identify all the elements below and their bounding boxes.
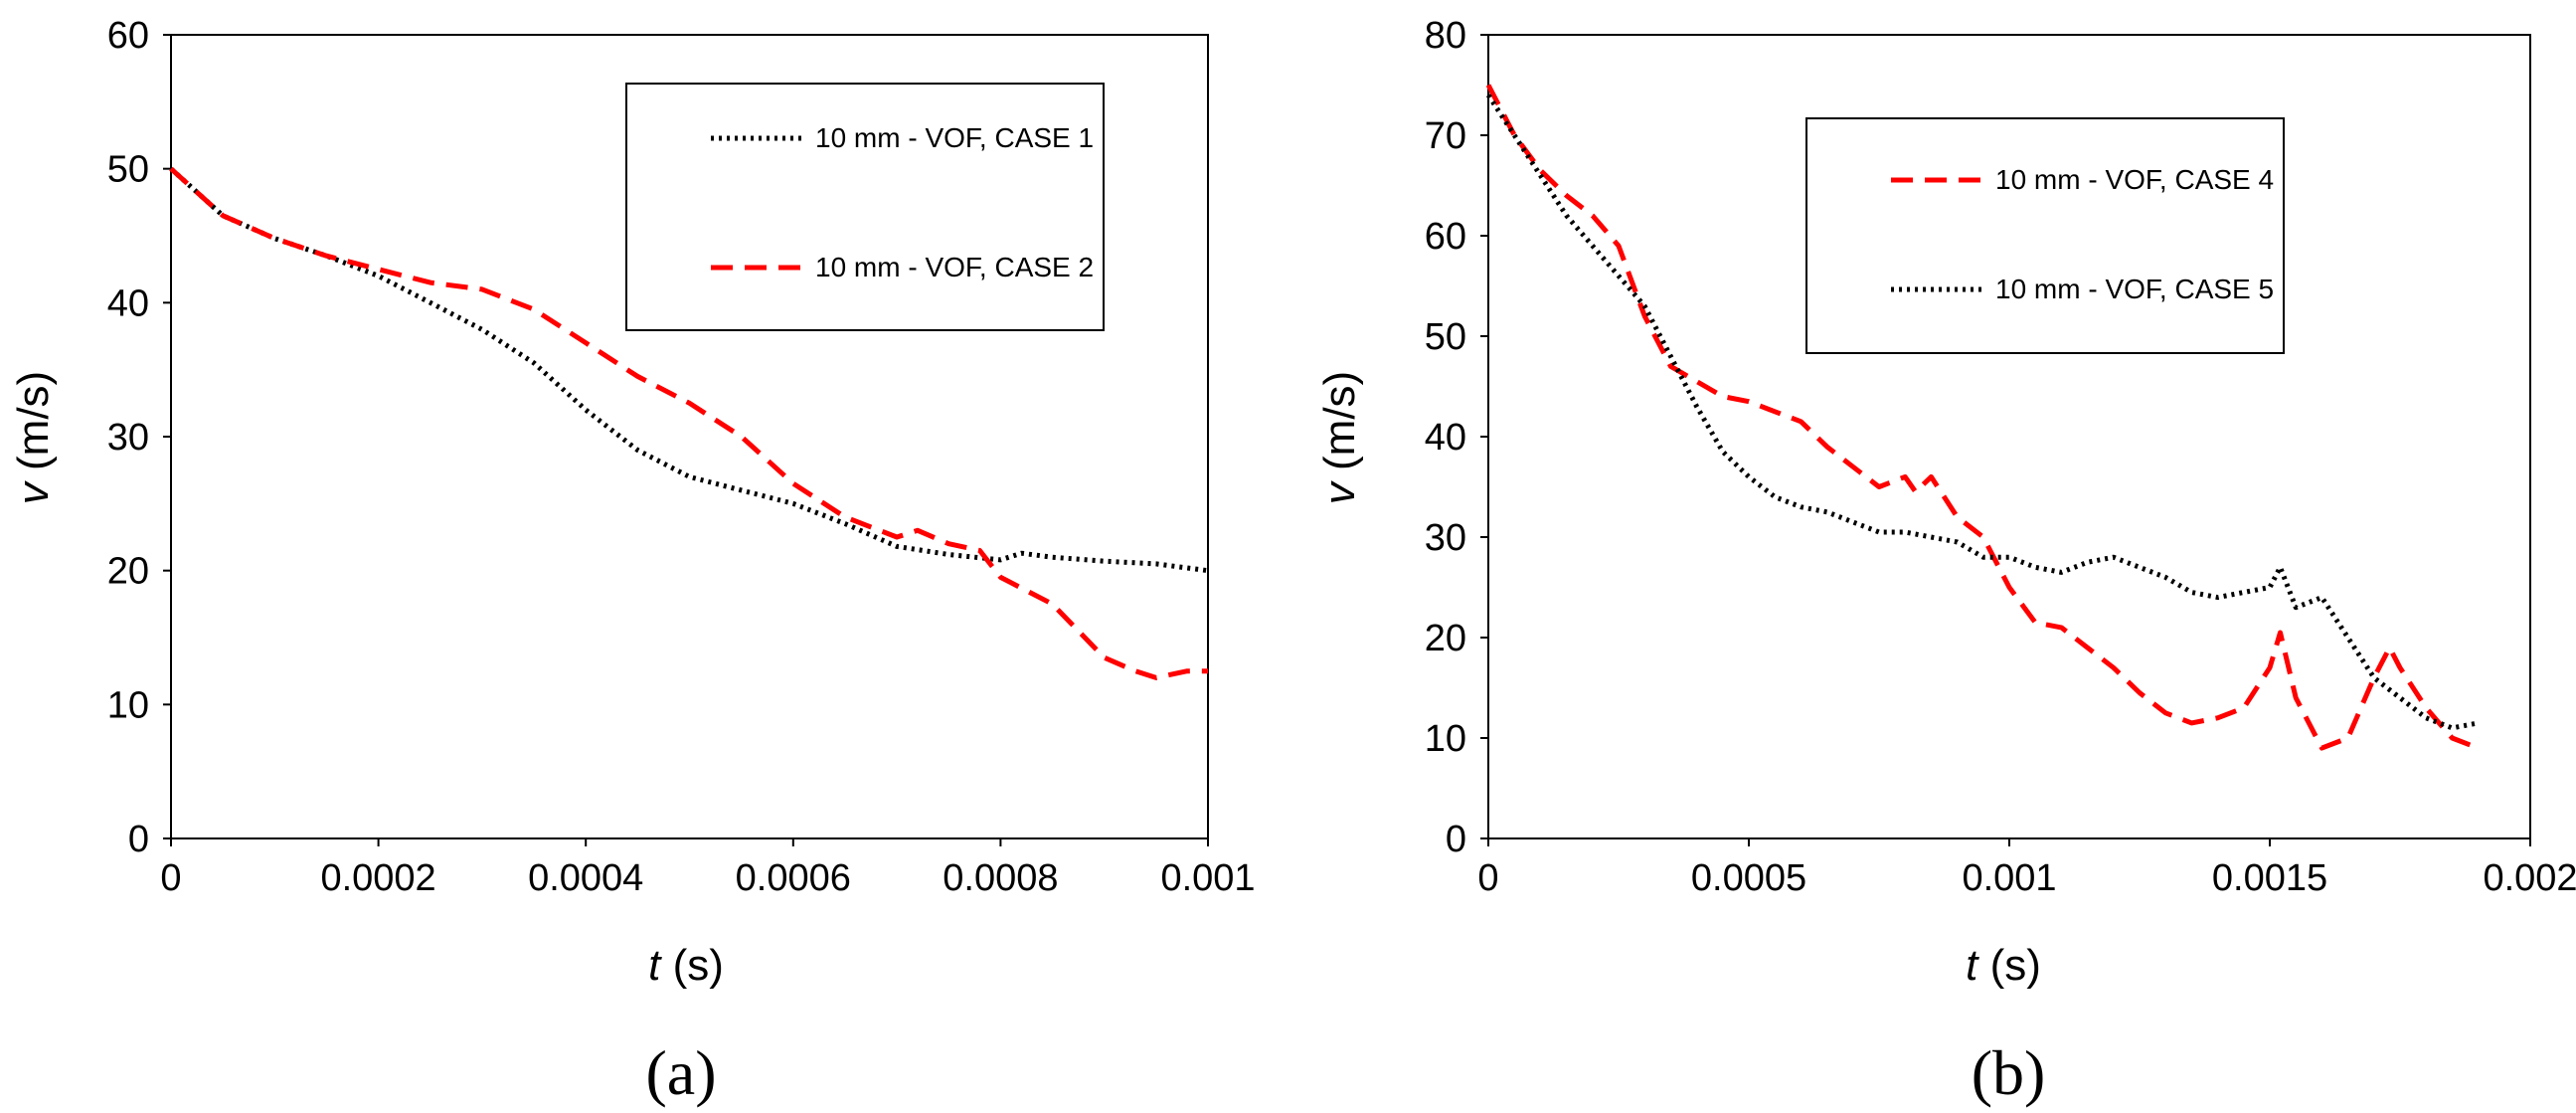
legend-label: 10 mm - VOF, CASE 4 — [1995, 164, 2274, 195]
x-tick-label: 0.0004 — [528, 857, 643, 899]
y-tick-label: 50 — [107, 149, 149, 191]
x-tick-label: 0.001 — [1160, 857, 1255, 899]
legend-label: 10 mm - VOF, CASE 5 — [1995, 274, 2274, 304]
y-axis-label: v (m/s) — [9, 371, 58, 504]
y-tick-label: 0 — [128, 819, 149, 860]
y-axis-label: v (m/s) — [1315, 371, 1364, 504]
x-tick-label: 0 — [160, 857, 181, 899]
legend-box — [1805, 117, 2285, 354]
legend-box — [625, 83, 1105, 331]
x-tick-label: 0 — [1477, 857, 1498, 899]
y-tick-label: 50 — [1425, 316, 1466, 358]
y-tick-label: 20 — [107, 551, 149, 593]
chart-b: 0 10 20 30 40 50 60 70 80 0 0.0005 0.001 0.0015 0.002… — [1315, 15, 2576, 1108]
y-tick-label: 40 — [1425, 417, 1466, 459]
x-tick-label: 0.002 — [2483, 857, 2576, 899]
x-tick-label: 0.0005 — [1691, 857, 1806, 899]
x-axis-label: t (s) — [648, 941, 724, 990]
y-tick-label: 30 — [107, 417, 149, 459]
y-tick-label: 0 — [1446, 819, 1466, 860]
panel-caption: (b) — [1972, 1037, 2046, 1108]
y-tick-label: 40 — [107, 282, 149, 324]
x-tick-label: 0.0002 — [320, 857, 435, 899]
x-tick-label: 0.001 — [1962, 857, 2056, 899]
y-tick-label: 60 — [1425, 216, 1466, 258]
legend-label: 10 mm - VOF, CASE 2 — [815, 252, 1094, 282]
y-tick-label: 10 — [107, 684, 149, 726]
legend-label: 10 mm - VOF, CASE 1 — [815, 122, 1094, 153]
series-line — [1485, 84, 2480, 751]
x-tick-label: 0.0008 — [943, 857, 1058, 899]
y-tick-label: 60 — [107, 15, 149, 57]
y-tick-label: 70 — [1425, 115, 1466, 157]
y-tick-label: 20 — [1425, 618, 1466, 659]
x-tick-label: 0.0015 — [2212, 857, 2327, 899]
x-tick-label: 0.0006 — [736, 857, 851, 899]
x-axis-label: t (s) — [1966, 941, 2041, 990]
chart-a: 0 10 20 30 40 50 60 0 0.0002 0.0004 0.0006 0.0008 0.… — [9, 15, 1256, 1108]
y-tick-label: 30 — [1425, 517, 1466, 559]
y-tick-label: 10 — [1425, 718, 1466, 760]
panel-caption: (a) — [645, 1037, 716, 1108]
series-line — [169, 166, 1209, 574]
y-tick-label: 80 — [1425, 15, 1466, 57]
